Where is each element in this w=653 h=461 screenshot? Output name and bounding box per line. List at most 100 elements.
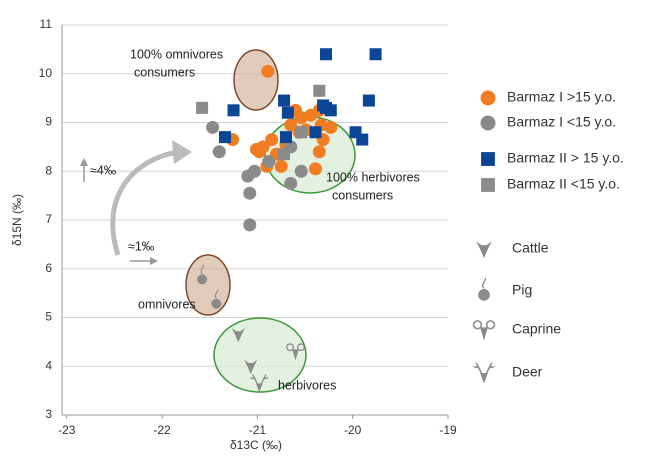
icon-part (227, 104, 240, 117)
icon-part (250, 374, 269, 384)
y-tick-label: 5 (45, 310, 52, 324)
icon-part (214, 289, 219, 299)
icon-part (206, 120, 220, 134)
annotation: herbivores (278, 378, 336, 392)
circle-marker (249, 142, 263, 156)
icon-part (218, 131, 231, 144)
icon-part (292, 349, 299, 361)
legend-label: Barmaz II <15 y.o. (507, 176, 620, 192)
annotation: ≈4‰ (90, 163, 117, 177)
square-marker (279, 131, 292, 144)
square-marker (481, 152, 495, 166)
circle-marker (309, 162, 323, 176)
annotation: omnivores (138, 297, 196, 311)
icon-part (231, 327, 245, 343)
icon-part (481, 152, 495, 166)
icon-part (197, 274, 208, 285)
x-tick-label: -22 (153, 423, 171, 437)
deer-marker (473, 362, 495, 384)
x-tick-label: -19 (439, 423, 457, 437)
carbon-arrow-head (150, 257, 158, 265)
square-marker (481, 178, 495, 192)
icon-part (243, 218, 257, 232)
icon-part (211, 298, 222, 309)
icon-part (362, 94, 375, 107)
legend-label: Barmaz II > 15 y.o. (507, 150, 624, 166)
icon-part (284, 118, 298, 132)
square-marker (362, 94, 375, 107)
pig-marker (478, 277, 490, 301)
y-tick-label: 10 (39, 66, 53, 80)
circle-marker (284, 176, 298, 190)
legend-label: Caprine (512, 321, 561, 337)
icon-part (279, 131, 292, 144)
square-marker (295, 126, 308, 139)
icon-part (482, 277, 487, 289)
icon-part (295, 126, 308, 139)
annotation: 100% herbivores (326, 170, 420, 184)
legend-label: Cattle (512, 240, 549, 256)
shift-arrow (110, 149, 179, 256)
icon-part (278, 148, 291, 161)
icon-part (261, 64, 275, 78)
circle-marker (243, 186, 257, 200)
annotation: 100% omnivores (130, 47, 223, 61)
x-tick-label: -21 (249, 423, 267, 437)
icon-part (478, 289, 490, 301)
square-marker (281, 106, 294, 119)
circle-marker (243, 218, 257, 232)
trophic-arrow-head (80, 158, 88, 166)
circle-marker (294, 164, 308, 178)
icon-part (265, 133, 279, 147)
y-tick-label: 8 (45, 163, 52, 177)
legend-label: Pig (512, 282, 532, 298)
shift-arrow-head (172, 140, 192, 164)
icon-part (480, 327, 488, 341)
icon-part (212, 145, 226, 159)
pig-marker (197, 264, 208, 285)
circle-marker (480, 115, 496, 131)
circle-marker (206, 120, 220, 134)
annotation: ≈1‰ (128, 239, 155, 253)
icon-part (480, 90, 496, 106)
annotations: 100% omnivores consumers 100% herbivores… (90, 47, 420, 392)
caprine-marker (286, 343, 305, 361)
deer-marker (250, 374, 269, 393)
cattle-marker (476, 241, 492, 259)
cattle-marker (231, 327, 245, 343)
square-marker (313, 84, 326, 97)
icon-part (317, 99, 330, 112)
icon-part (313, 84, 326, 97)
y-tick-label: 4 (45, 358, 52, 372)
icon-part (324, 120, 338, 134)
omnivore-consumer-zone (233, 49, 279, 111)
icon-part (294, 164, 308, 178)
icon-part (284, 176, 298, 190)
icon-part (320, 48, 333, 61)
circle-marker (274, 159, 288, 173)
square-marker (320, 48, 333, 61)
icon-part (243, 186, 257, 200)
icon-part (278, 94, 291, 107)
y-tick-label: 11 (40, 17, 53, 31)
square-marker (369, 48, 382, 61)
icon-part (200, 264, 204, 275)
y-tick-label: 3 (45, 407, 52, 421)
square-marker (227, 104, 240, 117)
annotation: consumers (332, 188, 393, 202)
icon-part (309, 126, 322, 139)
cattle-marker (244, 359, 258, 374)
legend-label: Deer (512, 364, 543, 380)
legend-label: Barmaz I >15 y.o. (507, 89, 616, 105)
y-axis-label: δ15N (‰) (10, 194, 24, 246)
icon-part (476, 241, 492, 259)
background-layer (80, 49, 356, 393)
circle-marker (248, 164, 262, 178)
y-tick-label: 6 (45, 261, 52, 275)
icon-part (480, 115, 496, 131)
square-marker (278, 148, 291, 161)
icon-part (485, 320, 496, 330)
circle-marker (480, 90, 496, 106)
icon-part (274, 159, 288, 173)
